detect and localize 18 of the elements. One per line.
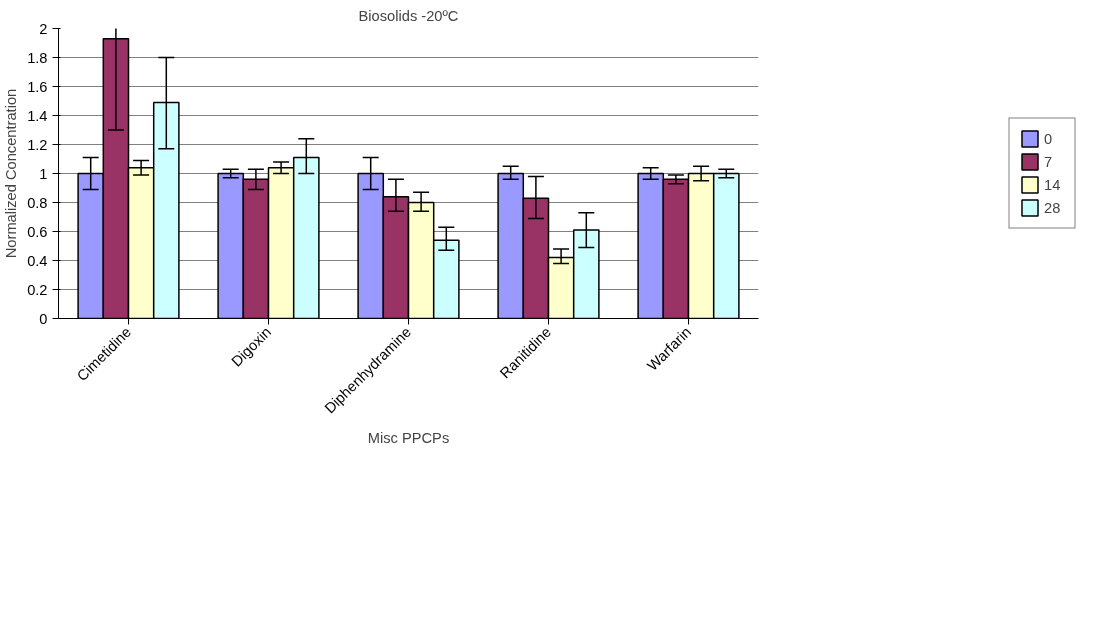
- y-tick-label: 1.2: [27, 136, 48, 153]
- y-tick-label: 1: [39, 165, 48, 182]
- y-tick-label: 0.8: [27, 194, 48, 211]
- legend-label: 0: [1044, 130, 1054, 147]
- y-tick-label: 2: [39, 20, 48, 37]
- y-tick-label: 1.4: [27, 107, 48, 124]
- y-tick-label: 0.4: [27, 252, 48, 269]
- y-tick-label: 1.8: [27, 49, 48, 66]
- legend-label: 7: [1044, 153, 1054, 170]
- y-tick-label: 0: [39, 310, 48, 327]
- legend-label: 28: [1044, 199, 1062, 216]
- y-axis-title: Normalized Concentration: [3, 88, 20, 259]
- legend-label: 14: [1044, 176, 1062, 193]
- x-axis-title: Misc PPCPs: [367, 430, 450, 447]
- chart-title: Biosolids -20ºC: [358, 7, 459, 24]
- y-tick-label: 0.2: [27, 281, 48, 298]
- y-tick-label: 1.6: [27, 78, 48, 95]
- y-tick-label: 0.6: [27, 223, 48, 240]
